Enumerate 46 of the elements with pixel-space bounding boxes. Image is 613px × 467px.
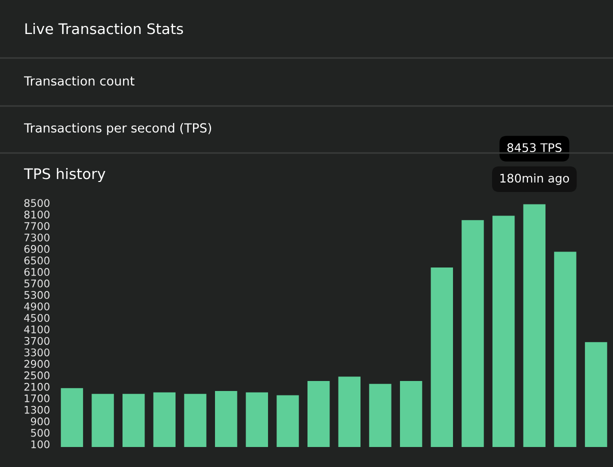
text: Transaction count [24, 76, 134, 86]
y-tick-label: 7700 [24, 222, 50, 230]
bar [584, 342, 608, 447]
y-tick-label: 3700 [24, 336, 50, 345]
bar [492, 216, 515, 447]
y-tick-label: 500 [31, 428, 50, 437]
bar [430, 267, 453, 447]
bar [400, 380, 422, 447]
bar [246, 392, 268, 447]
y-tick-label: 8500 [24, 199, 50, 207]
bar [92, 394, 114, 447]
bar [60, 388, 84, 447]
y-tick-label: 1300 [24, 406, 50, 414]
y-tick-label: 1700 [24, 394, 50, 402]
bar [215, 390, 238, 447]
y-tick-label: 2900 [24, 360, 50, 368]
y-tick-label: 4100 [24, 325, 50, 334]
y-tick-label: 900 [30, 417, 50, 426]
y-tick-label: 3300 [24, 348, 50, 356]
y-tick-label: 5700 [24, 280, 50, 288]
y-tick-label: 7300 [24, 234, 50, 242]
bar [307, 380, 330, 447]
text: Transactions per second (TPS) [24, 122, 212, 136]
y-tick-label: 6900 [24, 245, 50, 253]
y-tick-label: 4500 [24, 314, 50, 322]
bar [184, 394, 206, 447]
chart-subtitle: TPS history [24, 168, 106, 182]
bar [462, 220, 484, 447]
bar [276, 395, 299, 447]
y-tick-label: 5300 [24, 291, 50, 299]
bar [338, 376, 361, 447]
y-tick-label: 2100 [24, 382, 50, 391]
bar [122, 394, 145, 447]
y-tick-label: 8100 [24, 210, 50, 218]
bar [153, 392, 176, 447]
bar [554, 252, 576, 447]
y-tick-label: 4900 [24, 302, 50, 310]
bar [369, 384, 392, 447]
y-tick-label: 100 [31, 440, 50, 448]
y-tick-label: 6100 [24, 268, 50, 276]
text: 180min ago [500, 174, 569, 185]
y-tick-label: 6500 [24, 256, 50, 264]
chart-title: Live Transaction Stats [25, 22, 183, 34]
bar [523, 204, 546, 447]
y-tick-label: 2500 [24, 371, 50, 380]
text: 8453 TPS [507, 143, 562, 152]
